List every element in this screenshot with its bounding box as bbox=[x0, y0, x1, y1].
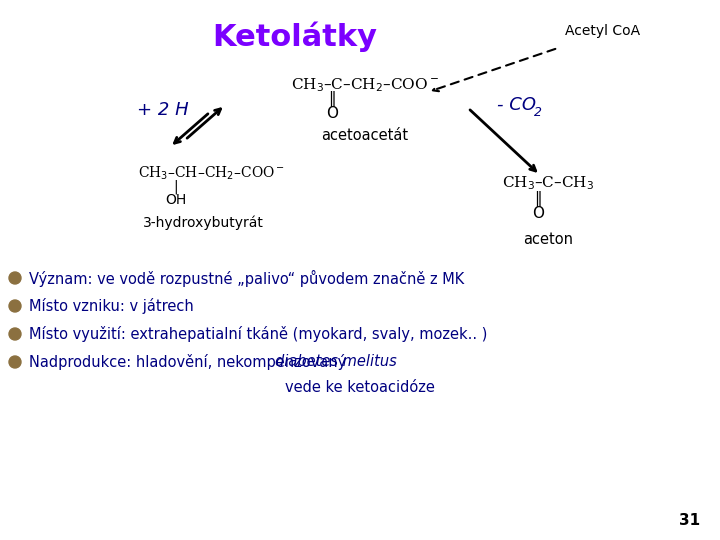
Text: Místo vzniku: v játrech: Místo vzniku: v játrech bbox=[29, 298, 194, 314]
Text: 2: 2 bbox=[534, 106, 542, 119]
Text: Acetyl CoA: Acetyl CoA bbox=[565, 24, 640, 38]
Text: |: | bbox=[174, 180, 179, 194]
Circle shape bbox=[9, 356, 21, 368]
Text: CH$_3$–C–CH$_3$: CH$_3$–C–CH$_3$ bbox=[502, 174, 594, 192]
Text: 3-hydroxybutyrát: 3-hydroxybutyrát bbox=[143, 216, 264, 230]
Text: ‖: ‖ bbox=[534, 191, 542, 207]
Text: O: O bbox=[532, 206, 544, 220]
Text: CH$_3$–C–CH$_2$–COO$^-$: CH$_3$–C–CH$_2$–COO$^-$ bbox=[291, 76, 439, 94]
Text: vede ke ketoacidóze: vede ke ketoacidóze bbox=[285, 381, 435, 395]
Circle shape bbox=[9, 328, 21, 340]
Text: ‖: ‖ bbox=[328, 91, 336, 107]
Text: Místo využití: extrahepatialní tkáně (myokard, svaly, mozek.. ): Místo využití: extrahepatialní tkáně (my… bbox=[29, 326, 487, 342]
Text: diabetes melitus: diabetes melitus bbox=[275, 354, 397, 369]
Text: Ketolátky: Ketolátky bbox=[212, 22, 377, 52]
Text: Význam: ve vodě rozpustné „palivo“ původem značně z MK: Význam: ve vodě rozpustné „palivo“ původ… bbox=[29, 269, 464, 287]
Text: Nadprodukce: hladovění, nekompenzovaný: Nadprodukce: hladovění, nekompenzovaný bbox=[29, 354, 351, 370]
Circle shape bbox=[9, 300, 21, 312]
Text: - CO: - CO bbox=[497, 96, 536, 114]
Text: aceton: aceton bbox=[523, 233, 573, 247]
Text: O: O bbox=[326, 105, 338, 120]
Text: + 2 H: + 2 H bbox=[138, 101, 189, 119]
Circle shape bbox=[9, 272, 21, 284]
Text: OH: OH bbox=[166, 193, 186, 207]
Text: acetoacetát: acetoacetát bbox=[321, 127, 408, 143]
Text: 31: 31 bbox=[679, 513, 700, 528]
Text: CH$_3$–CH–CH$_2$–COO$^-$: CH$_3$–CH–CH$_2$–COO$^-$ bbox=[138, 164, 285, 181]
